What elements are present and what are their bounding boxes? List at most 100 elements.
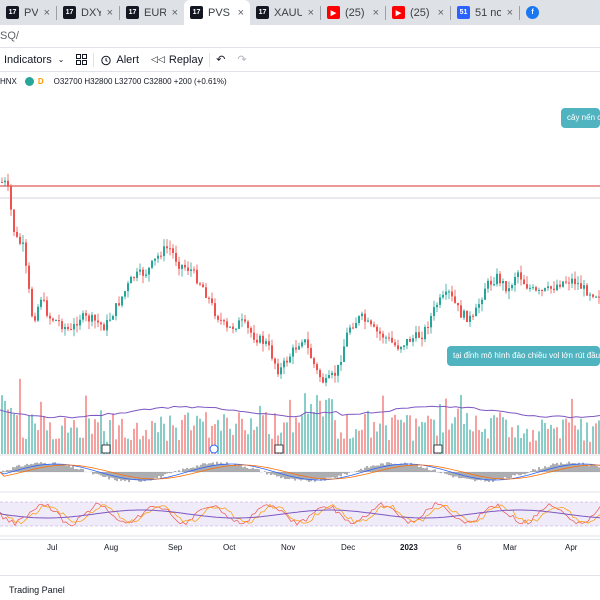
candle-body [301,342,303,347]
indicators-button[interactable]: Indicators ⌄ [0,48,70,72]
candle-body [73,324,75,330]
candle-body [502,280,504,284]
browser-tab[interactable]: 17 PVS 32 × [0,0,56,25]
browser-tab[interactable]: 17 PVS 32 × [184,0,250,25]
time-axis-label: Apr [565,543,578,552]
price-chart[interactable] [0,72,600,542]
close-tab-icon[interactable]: × [307,6,314,19]
browser-tab[interactable]: 17 XAUUS × [250,0,320,25]
volume-bar [493,415,495,454]
candle-body [454,296,456,303]
close-tab-icon[interactable]: × [106,6,113,19]
close-tab-icon[interactable]: × [437,6,444,19]
annotation-note[interactable]: cây nến c [561,108,600,128]
volume-bar [154,422,156,454]
tab-divider [450,6,451,20]
browser-tab[interactable]: 51 51 noti × [451,0,519,25]
candle-body [103,324,105,331]
volume-bar [343,438,345,454]
volume-bar [517,425,519,454]
candle-body [382,333,384,338]
annotation-note[interactable]: tại đỉnh mô hình đảo chiều vol lớn rút đ… [447,346,600,366]
browser-tab[interactable]: 17 DXY 10 × [57,0,119,25]
candle-body [112,316,114,320]
candle-body [142,269,144,276]
volume-bar [43,416,45,454]
chart-area[interactable] [0,72,600,572]
volume-bar [10,407,12,454]
candle-body [514,277,516,286]
candle-body [523,279,525,285]
volume-bar [583,440,585,454]
candle-body [361,313,363,317]
candle-body [49,315,51,319]
time-axis-label: Aug [104,543,119,552]
candle-body [4,180,6,183]
address-bar[interactable]: SQ/ [0,25,600,48]
candle-body [538,290,540,292]
candle-body [82,313,84,320]
time-axis-label: Sep [168,543,183,552]
close-tab-icon[interactable]: × [372,6,379,19]
volume-bar [469,429,471,454]
earnings-marker [274,444,284,454]
candle-body [592,294,594,297]
volume-bar [319,400,321,454]
volume-bar [184,414,186,454]
volume-bar [382,395,384,454]
time-axis[interactable]: Jul Aug Sep Oct Nov Dec 2023 6 Mar Apr [0,539,600,553]
volume-bar [16,415,18,454]
volume-bar [592,426,594,454]
volume-bar [127,438,129,454]
rewind-icon: ◁◁ [151,54,165,64]
volume-bar [253,429,255,454]
browser-tab[interactable]: ▶ (25) Ma × [321,0,385,25]
redo-button[interactable]: ↷ [231,48,252,72]
candle-body [364,313,366,322]
volume-bar [31,414,33,454]
volume-bar [505,419,507,454]
volume-bar [4,400,6,454]
browser-tab[interactable]: f [520,0,560,25]
candle-body [277,363,279,375]
close-tab-icon[interactable]: × [43,6,50,19]
volume-bar [187,412,189,454]
browser-tab[interactable]: 17 EURUS × [120,0,184,25]
candle-body [58,320,60,322]
alert-button[interactable]: Alert [94,48,145,72]
volume-bar [202,421,204,454]
volume-bar [235,423,237,454]
candle-body [424,327,426,340]
volume-bar [595,423,597,454]
volume-bar [157,432,159,454]
tab-divider [519,6,520,20]
earnings-marker [101,444,111,454]
close-tab-icon[interactable]: × [237,6,244,19]
candle-body [436,304,438,308]
volume-bar [115,439,117,454]
candle-body [496,273,498,285]
candle-body [310,347,312,359]
volume-bar [532,429,534,454]
candle-body [22,242,24,244]
candle-body [520,272,522,280]
rsi-band [0,502,600,526]
alert-label: Alert [116,53,140,66]
volume-bar [217,419,219,454]
layout-grid-button[interactable] [70,48,93,72]
replay-button[interactable]: ◁◁ Replay [145,48,209,72]
close-tab-icon[interactable]: × [171,6,178,19]
trading-panel-bar[interactable]: Trading Panel [0,575,600,600]
volume-bar [574,425,576,454]
candle-body [373,324,375,327]
browser-tab[interactable]: ▶ (25) Sá × [386,0,450,25]
candle-body [526,284,528,289]
candle-body [181,264,183,269]
volume-bar [220,430,222,454]
candle-body [532,287,534,289]
tab-divider [119,6,120,20]
close-tab-icon[interactable]: × [506,6,513,19]
undo-button[interactable]: ↶ [210,48,231,72]
candle-body [235,328,237,330]
earnings-marker [433,444,443,454]
